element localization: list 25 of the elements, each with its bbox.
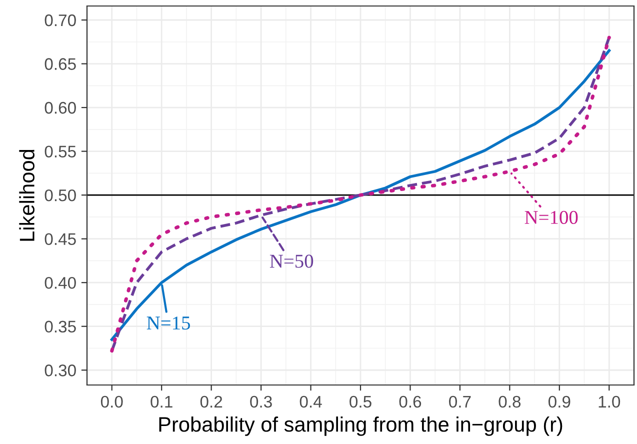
y-tick-label: 0.40 xyxy=(44,276,76,289)
legend-label: N=100 xyxy=(524,210,578,224)
x-tick-label: 0.7 xyxy=(449,396,471,408)
x-tick-label: 0.2 xyxy=(200,396,222,408)
x-tick-label: 0.9 xyxy=(548,396,570,408)
y-axis-title: Likelihood xyxy=(19,150,34,241)
x-tick-label: 1.0 xyxy=(598,396,620,408)
y-tick-label: 0.45 xyxy=(44,233,76,246)
y-tick-label: 0.35 xyxy=(44,320,76,333)
y-tick-label: 0.60 xyxy=(44,102,76,114)
x-tick-label: 0.3 xyxy=(250,396,272,408)
y-tick-label: 0.65 xyxy=(44,58,76,70)
x-axis-title: Probability of sampling from the in−group (r) xyxy=(159,416,562,436)
x-tick-label: 0.6 xyxy=(399,396,422,408)
y-tick-label: 0.30 xyxy=(44,364,76,376)
x-tick-label: 0.4 xyxy=(300,396,322,408)
legend-label: N=50 xyxy=(270,254,314,268)
x-tick-label: 0.1 xyxy=(150,396,172,408)
legend-label: N=15 xyxy=(146,316,190,330)
x-tick-label: 0.5 xyxy=(350,396,372,408)
x-tick-label: 0.0 xyxy=(100,396,123,408)
y-tick-label: 0.70 xyxy=(44,14,76,26)
x-tick-label: 0.8 xyxy=(498,396,521,408)
y-tick-label: 0.50 xyxy=(44,189,76,202)
y-tick-label: 0.55 xyxy=(44,146,76,158)
